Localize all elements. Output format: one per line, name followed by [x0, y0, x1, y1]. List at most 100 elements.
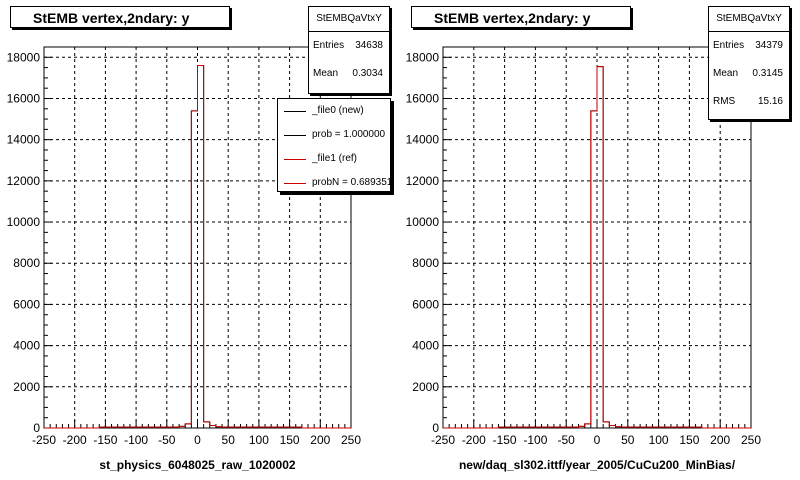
right-xtick-label-10: 250 — [741, 433, 761, 447]
legend-entry-file0: _file0 (new) — [278, 99, 390, 123]
left-ytick-label-9: 18000 — [7, 50, 41, 64]
left-series-1-bin-27 — [265, 427, 271, 428]
left-xtick-label-7: 100 — [249, 433, 269, 447]
left-series-1-bin-11 — [167, 427, 173, 428]
legend-label-file1: _file1 (ref) — [312, 153, 358, 164]
right-series-1-bin-12 — [572, 427, 578, 428]
right-series-1-bin-24 — [646, 427, 652, 428]
right-ytick-label-3: 6000 — [412, 297, 439, 311]
right-series-1-bin-1 — [505, 427, 511, 428]
left-series-1-bin-18 — [210, 426, 216, 428]
legend-swatch-file1 — [284, 159, 306, 160]
left-xtick-label-5: 0 — [194, 433, 201, 447]
legend-label-prob: prob = 1.000000 — [312, 129, 386, 140]
right-series-1-bin-20 — [622, 427, 628, 428]
right-series-1-bin-27 — [665, 427, 671, 428]
right-series-1-bin-21 — [628, 427, 634, 428]
right-ytick-label-2: 4000 — [412, 339, 439, 353]
legend-swatch-file0 — [284, 111, 306, 112]
right-stats-entries-value: 34379 — [755, 40, 783, 51]
left-xtick-label-6: 50 — [222, 433, 236, 447]
right-xtick-label-2: -150 — [493, 433, 517, 447]
legend-swatch-prob — [284, 135, 306, 136]
left-series-1-bin-2 — [112, 427, 118, 428]
right-series-1-bin-26 — [659, 427, 665, 428]
left-stats-mean-value: 0.3034 — [352, 68, 383, 79]
left-series-1-bin-19 — [216, 427, 222, 428]
right-xtick-label-4: -50 — [558, 433, 576, 447]
right-series-1-bin-7 — [542, 427, 548, 428]
right-series-1-bin-32 — [696, 427, 702, 428]
left-xtick-label-9: 200 — [310, 433, 330, 447]
left-stats-mean-label: Mean — [313, 68, 339, 79]
left-ytick-label-5: 10000 — [7, 215, 41, 229]
right-series-1-bin-22 — [634, 427, 640, 428]
right-stats-entries-label: Entries — [713, 40, 745, 51]
right-stats-rms-row: RMS 15.16 — [709, 88, 789, 116]
left-series-1-bin-24 — [247, 427, 253, 428]
right-ytick-label-8: 16000 — [406, 91, 440, 105]
right-series-1-bin-15 — [591, 111, 597, 428]
left-series-1-bin-16 — [198, 66, 204, 428]
left-series-1-bin-32 — [296, 427, 302, 428]
right-chart-title: StEMB vertex,2ndary: y — [411, 6, 631, 28]
right-series-1-bin-31 — [689, 427, 695, 428]
left-xtick-label-1: -200 — [63, 433, 87, 447]
right-series-1-bin-19 — [615, 427, 621, 428]
legend-label-file0: _file0 (new) — [312, 105, 364, 116]
left-chart-title: StEMB vertex,2ndary: y — [10, 6, 230, 28]
right-series-1-bin-10 — [560, 427, 566, 428]
left-x-axis-label: st_physics_6048025_raw_1020002 — [99, 458, 295, 472]
right-series-1-bin-6 — [535, 427, 541, 428]
legend-entry-prob: prob = 1.000000 — [278, 123, 390, 147]
left-xtick-label-3: -100 — [124, 433, 148, 447]
right-xtick-label-9: 200 — [710, 433, 730, 447]
left-series-1-bin-23 — [240, 427, 246, 428]
right-stats-rms-label: RMS — [713, 96, 736, 107]
right-stats-mean-label: Mean — [713, 68, 739, 79]
left-series-1-bin-15 — [191, 111, 197, 428]
right-xtick-label-7: 100 — [649, 433, 669, 447]
right-series-1-bin-30 — [683, 427, 689, 428]
left-series-1-bin-0 — [99, 427, 105, 428]
left-series-1-bin-1 — [105, 427, 111, 428]
right-series-1-bin-3 — [517, 427, 523, 428]
right-stats-mean-row: Mean 0.3145 — [709, 60, 789, 88]
left-series-1-bin-12 — [173, 427, 179, 428]
left-xtick-label-8: 150 — [280, 433, 300, 447]
left-ytick-label-3: 6000 — [13, 297, 40, 311]
left-ytick-label-0: 0 — [33, 421, 40, 435]
left-series-1-bin-4 — [124, 427, 130, 428]
left-ytick-label-4: 8000 — [13, 256, 40, 270]
left-series-1-bin-6 — [136, 427, 142, 428]
left-ytick-label-1: 2000 — [13, 380, 40, 394]
left-ytick-label-7: 14000 — [7, 133, 41, 147]
left-legend: _file0 (new) prob = 1.000000 _file1 (ref… — [277, 98, 391, 192]
right-ytick-label-0: 0 — [432, 421, 439, 435]
left-stats-entries-value: 34638 — [355, 40, 383, 51]
left-series-1-bin-20 — [222, 427, 228, 428]
right-series-1-line — [443, 66, 751, 429]
left-series-1-bin-7 — [142, 427, 148, 428]
right-xtick-label-8: 150 — [679, 433, 699, 447]
left-series-1-bin-10 — [161, 427, 167, 428]
right-ytick-label-4: 8000 — [412, 256, 439, 270]
left-stats-entries-row: Entries 34638 — [309, 32, 389, 60]
right-stats-header: StEMBQaVtxY — [709, 7, 789, 32]
right-series-1-bin-28 — [671, 427, 677, 428]
legend-entry-file1: _file1 (ref) — [278, 147, 390, 171]
right-xtick-label-3: -100 — [523, 433, 547, 447]
right-stats-entries-row: Entries 34379 — [709, 32, 789, 60]
right-series-1-bin-13 — [579, 426, 585, 428]
right-stats-rms-value: 15.16 — [757, 96, 783, 107]
left-series-1-line — [44, 65, 351, 429]
left-xtick-label-4: -50 — [158, 433, 176, 447]
left-series-1-bin-5 — [130, 427, 136, 428]
left-series-1-bin-3 — [118, 427, 124, 428]
left-xtick-label-10: 250 — [341, 433, 361, 447]
right-xtick-label-0: -250 — [431, 433, 455, 447]
right-ytick-label-7: 14000 — [406, 133, 440, 147]
left-ytick-label-6: 12000 — [7, 174, 41, 188]
right-series-1-bin-18 — [609, 426, 615, 428]
